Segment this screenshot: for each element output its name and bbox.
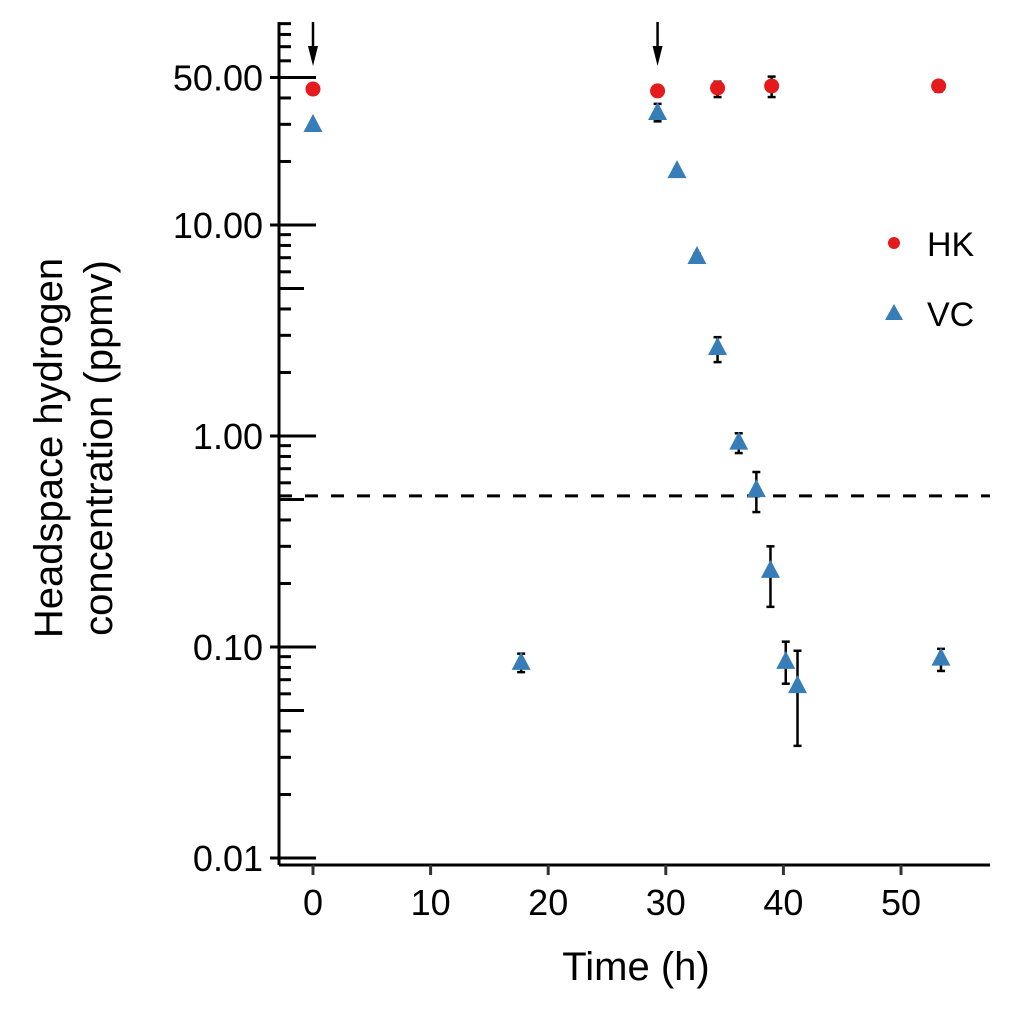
x-axis: 0 10 20 30 40 50: [279, 863, 990, 923]
x-tick-label: 50: [881, 882, 921, 923]
legend-label-hk: HK: [927, 226, 975, 264]
point-vc: [667, 160, 687, 179]
legend-marker-hk: [888, 237, 900, 249]
y-axis: 0.01 0.10 1.00 10.00 50.00: [173, 22, 316, 879]
point-vc: [648, 102, 668, 121]
y-axis-title-line1: Headspace hydrogen: [27, 258, 71, 638]
x-tick-label: 0: [303, 882, 323, 923]
x-tick-label: 40: [763, 882, 803, 923]
point-vc: [511, 651, 531, 670]
point-vc: [760, 559, 780, 578]
point-hk: [710, 80, 726, 96]
legend: HK VC: [885, 226, 975, 334]
x-tick-label: 20: [528, 882, 568, 923]
point-vc: [303, 114, 323, 133]
point-vc: [746, 479, 766, 498]
point-hk: [305, 81, 321, 97]
legend-label-vc: VC: [927, 296, 974, 334]
point-hk: [931, 78, 947, 94]
y-tick-label: 1.00: [193, 416, 263, 457]
error-bars: [517, 75, 945, 748]
addition-arrows: [308, 22, 663, 66]
point-vc: [788, 675, 808, 694]
x-tick-label: 30: [646, 882, 686, 923]
x-axis-title: Time (h): [562, 945, 709, 989]
point-hk: [764, 78, 780, 94]
legend-marker-vc: [885, 304, 903, 320]
point-vc: [729, 431, 749, 450]
y-tick-label: 0.10: [193, 627, 263, 668]
point-vc: [931, 647, 951, 666]
point-hk: [650, 83, 666, 99]
y-tick-label: 50.00: [173, 58, 263, 99]
y-tick-label: 0.01: [193, 838, 263, 879]
y-tick-label: 10.00: [173, 205, 263, 246]
point-vc: [687, 245, 707, 264]
point-vc: [708, 337, 728, 356]
addition-arrow-head: [308, 46, 318, 66]
addition-arrow-head: [652, 46, 663, 66]
x-tick-label: 10: [411, 882, 451, 923]
point-vc: [776, 650, 796, 669]
data-points: [303, 78, 951, 694]
y-axis-title-line2: concentration (ppmv): [77, 260, 121, 636]
